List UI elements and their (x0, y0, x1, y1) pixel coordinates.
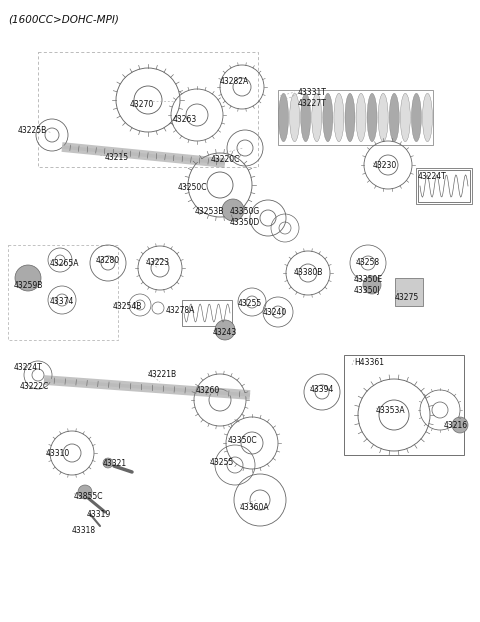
Ellipse shape (400, 93, 410, 142)
Circle shape (215, 320, 235, 340)
Text: 43394: 43394 (310, 385, 335, 394)
Text: 43350J: 43350J (354, 286, 381, 295)
Text: 43227T: 43227T (298, 99, 327, 108)
Ellipse shape (334, 93, 344, 142)
Text: 43255: 43255 (210, 458, 234, 467)
Ellipse shape (411, 93, 421, 142)
Text: 43353A: 43353A (376, 406, 406, 415)
Bar (344, 355, 464, 455)
Text: 43225B: 43225B (18, 126, 47, 135)
Text: 43380B: 43380B (294, 268, 324, 277)
Text: 43855C: 43855C (74, 492, 104, 501)
Text: 43275: 43275 (395, 293, 419, 302)
Ellipse shape (345, 93, 355, 142)
Ellipse shape (367, 93, 377, 142)
Text: 43263: 43263 (173, 115, 197, 124)
Ellipse shape (389, 93, 399, 142)
Ellipse shape (422, 93, 432, 142)
Text: 43350C: 43350C (228, 436, 258, 445)
Text: 43321: 43321 (103, 459, 127, 468)
Text: 43265A: 43265A (50, 259, 80, 268)
Text: 43360A: 43360A (240, 503, 270, 512)
Text: 43350E: 43350E (354, 275, 383, 284)
Text: 43350G: 43350G (230, 207, 260, 216)
Ellipse shape (312, 93, 322, 142)
Text: 43270: 43270 (130, 100, 154, 109)
Bar (8, 245, 118, 340)
Text: 43254B: 43254B (113, 302, 143, 311)
Text: 43331T: 43331T (298, 88, 327, 97)
Ellipse shape (300, 93, 311, 142)
Text: 43243: 43243 (213, 328, 237, 337)
Text: 43282A: 43282A (220, 77, 249, 86)
Circle shape (363, 276, 381, 294)
Text: 43240: 43240 (263, 308, 287, 317)
Text: 43221B: 43221B (148, 370, 177, 379)
Ellipse shape (289, 93, 300, 142)
Text: 43230: 43230 (373, 161, 397, 170)
Bar (38, 52, 258, 167)
Text: 43259B: 43259B (14, 281, 43, 290)
Ellipse shape (356, 93, 366, 142)
Circle shape (222, 199, 244, 221)
Ellipse shape (323, 93, 333, 142)
Text: 43310: 43310 (46, 449, 70, 458)
Circle shape (452, 417, 468, 433)
Bar (418, 170, 470, 202)
Text: 43253B: 43253B (195, 207, 224, 216)
Text: 43224T: 43224T (14, 363, 43, 372)
Text: 43215: 43215 (105, 153, 129, 162)
Text: 43223: 43223 (146, 258, 170, 267)
Text: 43278A: 43278A (166, 306, 195, 315)
Text: 43216: 43216 (444, 421, 468, 430)
Text: 43260: 43260 (196, 386, 220, 395)
Text: 43224T: 43224T (418, 172, 447, 181)
Text: 43258: 43258 (356, 258, 380, 267)
Bar (182, 300, 232, 326)
Text: 43250C: 43250C (178, 183, 207, 192)
Circle shape (78, 485, 92, 499)
Text: (1600CC>DOHC-MPI): (1600CC>DOHC-MPI) (8, 14, 119, 24)
Text: 43220C: 43220C (211, 155, 240, 164)
Text: 43280: 43280 (96, 256, 120, 265)
Text: 43319: 43319 (87, 510, 111, 519)
Circle shape (15, 265, 41, 291)
Bar (278, 90, 433, 145)
Text: H43361: H43361 (354, 358, 384, 367)
Text: 43318: 43318 (72, 526, 96, 535)
Ellipse shape (378, 93, 388, 142)
Text: 43255: 43255 (238, 299, 262, 308)
Text: 43222C: 43222C (20, 382, 49, 391)
Text: 43374: 43374 (50, 297, 74, 306)
Text: 43350D: 43350D (230, 218, 260, 227)
Bar (416, 168, 472, 204)
Circle shape (103, 458, 113, 468)
Bar (395, 278, 423, 306)
Ellipse shape (278, 93, 288, 142)
